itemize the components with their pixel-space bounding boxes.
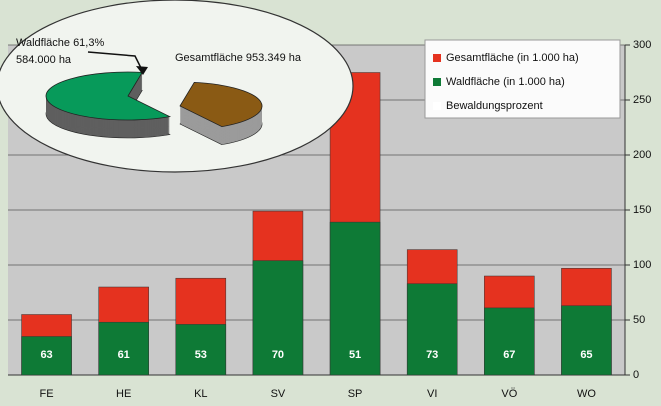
bar (252, 260, 304, 376)
x-tick-label: VÖ (501, 388, 517, 400)
y-tick-label: 150 (633, 204, 651, 216)
bar (484, 307, 535, 376)
data-label: 61 (118, 349, 130, 361)
x-tick-label: WO (577, 388, 596, 400)
legend (424, 39, 621, 119)
bars: FE 63 HE 61 KL 53 SV 70 SP 51 VI 73 VÖ 67 WO 65 (21, 72, 612, 400)
data-label: 73 (426, 349, 438, 361)
y-tick-label: 100 (633, 259, 651, 271)
data-label: 53 (195, 349, 207, 361)
y-tick-label: 300 (633, 39, 651, 51)
y-tick-label: 50 (633, 314, 645, 326)
pie-annotation: Waldfläche 61,3% (16, 37, 104, 49)
legend-label: Bewaldungsprozent (446, 100, 543, 112)
bar (406, 283, 458, 376)
pie-slice (179, 81, 263, 128)
y-tick-label: 200 (633, 149, 651, 161)
pie (45, 71, 263, 145)
data-label: 63 (40, 349, 52, 361)
x-tick-label: SP (348, 388, 363, 400)
x-tick-label: VI (427, 388, 437, 400)
legend-swatch (433, 102, 441, 110)
y-tick-label: 250 (633, 94, 651, 106)
pie-slice (45, 71, 172, 121)
bar (175, 324, 227, 376)
legend-label: Waldfläche (in 1.000 ha) (446, 76, 565, 88)
data-label: 67 (503, 349, 515, 361)
legend-swatch (433, 78, 441, 86)
bar (561, 305, 612, 376)
arrow-head (136, 66, 148, 75)
data-label: 65 (580, 349, 592, 361)
x-tick-label: SV (271, 388, 286, 400)
legend-label: Gesamtfläche (in 1.000 ha) (446, 52, 579, 64)
bar (329, 221, 381, 376)
x-tick-label: KL (194, 388, 207, 400)
x-tick-label: HE (116, 388, 131, 400)
legend-items: Gesamtfläche (in 1.000 ha) Waldfläche (in… (433, 52, 579, 112)
y-tick-label: 0 (633, 369, 639, 381)
arrow (87, 51, 143, 71)
legend-swatch (433, 54, 441, 62)
pie-annotation: Gesamtfläche 953.349 ha (175, 52, 302, 64)
data-label: 70 (272, 349, 284, 361)
bar (98, 321, 149, 376)
pie-annotation: 584.000 ha (16, 54, 72, 66)
data-label: 51 (349, 349, 361, 361)
bar (21, 336, 72, 376)
x-tick-label: FE (40, 388, 54, 400)
